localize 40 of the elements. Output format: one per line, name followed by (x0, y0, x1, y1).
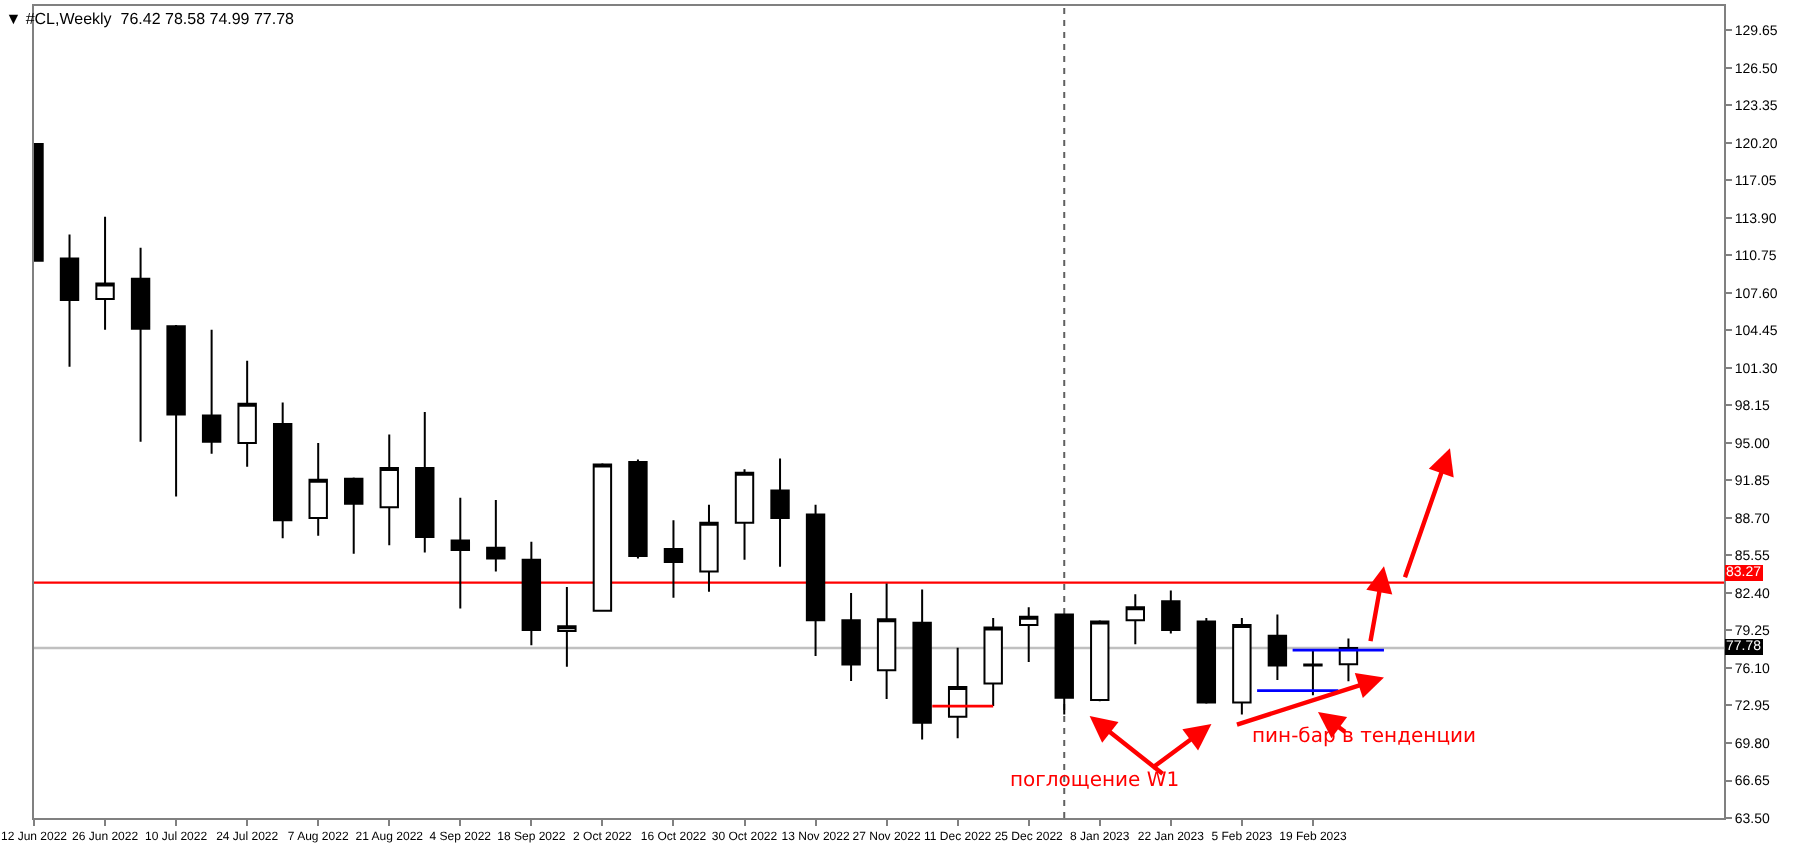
candlestick (59, 233, 80, 368)
candlestick (912, 588, 932, 741)
candlestick (521, 540, 542, 647)
candlestick (308, 441, 328, 537)
candlestick (450, 496, 471, 610)
candlestick (770, 457, 790, 568)
candlestick (379, 433, 399, 547)
candlestick (983, 616, 1003, 708)
candlestick (95, 215, 115, 331)
candlestick (628, 458, 648, 560)
candlestick (201, 328, 222, 455)
candlestick (592, 462, 613, 612)
candlestick (486, 499, 506, 573)
candlestick (344, 476, 364, 555)
candlestick (1054, 613, 1074, 716)
candlestick (166, 324, 186, 498)
candlestick (663, 519, 684, 599)
candlestick (876, 582, 897, 700)
candlestick (130, 246, 151, 443)
candlestick (1303, 649, 1323, 697)
candlestick (699, 503, 719, 593)
candlestick (805, 503, 826, 658)
candlestick (1090, 619, 1110, 703)
candlestick (272, 401, 293, 540)
candlestick (1232, 616, 1252, 716)
candlestick (1196, 616, 1217, 705)
candlestick (734, 468, 755, 561)
candlestick (415, 411, 435, 554)
candlestick (1019, 606, 1039, 664)
candlestick (557, 586, 577, 668)
candlestick (841, 591, 861, 683)
candlestick (1161, 589, 1181, 635)
candlestick (947, 646, 968, 740)
candlestick (1267, 613, 1288, 681)
annotation: пин-бар в тенденции (1252, 726, 1477, 748)
candlestick (1338, 637, 1359, 683)
candlestick (1125, 593, 1145, 646)
chart-title: ▼ #CL,Weekly 76.42 78.58 74.99 77.78 (5, 9, 296, 28)
annotation: поглощение W1 (1010, 770, 1180, 792)
candlestick (237, 359, 257, 468)
